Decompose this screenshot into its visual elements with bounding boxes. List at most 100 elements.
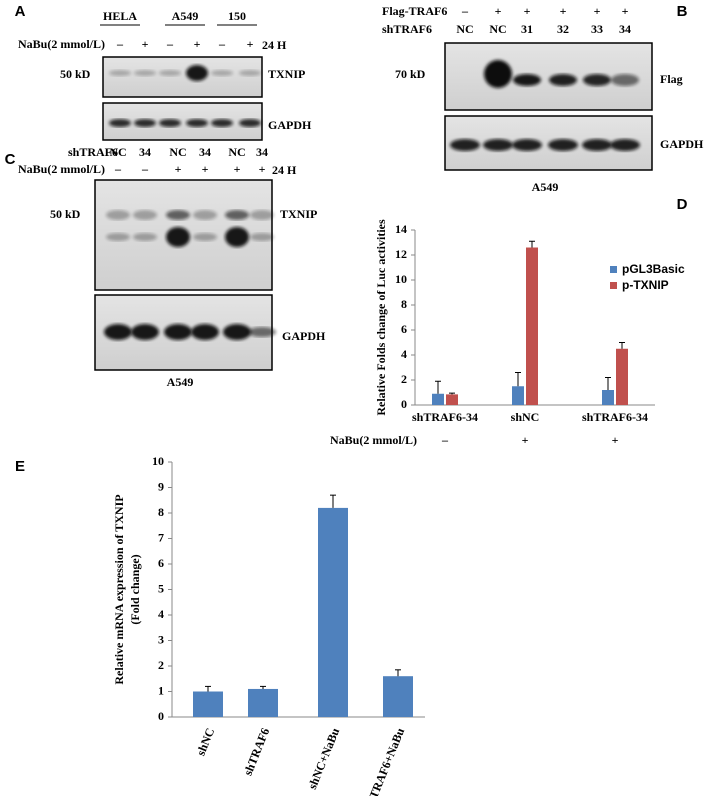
legend-swatch: [610, 282, 617, 289]
row-label: shTRAF6: [382, 22, 432, 36]
y-tick-label: 1: [158, 683, 164, 697]
sign: –: [114, 162, 122, 176]
x-tick-label: shNC: [511, 410, 540, 424]
x-tick-label: shNC+NaBu: [305, 726, 342, 792]
mw-marker: 50 kD: [50, 207, 81, 221]
panel-label: B: [677, 3, 688, 20]
legend-label: p-TXNIP: [622, 278, 669, 292]
error-bar: [605, 377, 611, 390]
error-bar: [619, 342, 625, 349]
y-tick-label: 8: [401, 297, 407, 311]
sign: +: [259, 162, 266, 176]
band: [134, 70, 156, 76]
y-tick-label: 4: [158, 607, 164, 621]
lane-label: 33: [591, 22, 603, 36]
y-tick-label: 5: [158, 581, 164, 595]
lane-label: 32: [557, 22, 569, 36]
sign: +: [522, 433, 529, 447]
band: [239, 119, 261, 127]
cell-line: 150: [228, 9, 246, 23]
sign: +: [194, 37, 201, 51]
band: [211, 119, 233, 127]
bar: [248, 688, 278, 717]
band: [610, 139, 640, 151]
bar: [602, 390, 614, 405]
band: [133, 210, 157, 220]
y-tick-label: 6: [158, 556, 164, 570]
band: [484, 60, 512, 88]
x-tick-label: shTRAF6+NaBu: [362, 726, 407, 796]
error-bar: [515, 372, 521, 387]
band: [193, 233, 217, 241]
y-tick-label: 14: [395, 222, 407, 236]
y-tick-label: 8: [158, 505, 164, 519]
y-tick-label: 6: [401, 322, 407, 336]
sign: +: [202, 162, 209, 176]
blot-label: GAPDH: [660, 137, 704, 151]
band: [549, 74, 577, 86]
y-tick-label: 12: [395, 247, 407, 261]
sign: +: [234, 162, 241, 176]
row-label: shTRAF6: [68, 145, 118, 159]
bar: [432, 393, 444, 405]
y-tick-label: 9: [158, 479, 164, 493]
band: [159, 119, 181, 127]
y-tick-label: 4: [401, 347, 407, 361]
panel-label: D: [677, 196, 688, 213]
row-label: NaBu(2 mmol/L): [330, 433, 417, 447]
band: [250, 233, 274, 241]
sign: +: [524, 4, 531, 18]
band: [164, 324, 192, 340]
lane-label: NC: [228, 145, 245, 159]
error-bar: [435, 380, 441, 394]
band: [512, 139, 542, 151]
cell-line: HELA: [103, 9, 137, 23]
band: [193, 210, 217, 220]
sign: +: [622, 4, 629, 18]
sign: +: [142, 37, 149, 51]
band: [582, 139, 612, 151]
band: [239, 70, 261, 76]
band: [186, 65, 208, 81]
band: [191, 324, 219, 340]
error-bar: [449, 392, 455, 395]
band: [225, 210, 249, 220]
band: [134, 119, 156, 127]
lane-label: NC: [489, 22, 506, 36]
band: [109, 119, 131, 127]
y-axis-label: Relative Folds change of Luc activities: [374, 219, 388, 416]
band: [131, 324, 159, 340]
band: [248, 327, 276, 337]
sign: +: [612, 433, 619, 447]
cell-line: A549: [167, 375, 194, 389]
band: [250, 210, 274, 220]
legend-swatch: [610, 266, 617, 273]
bar: [526, 247, 538, 405]
lane-label: 34: [256, 145, 268, 159]
band: [133, 233, 157, 241]
band: [104, 324, 132, 340]
row-label: Flag-TRAF6: [382, 4, 447, 18]
band: [450, 139, 480, 151]
sign: +: [594, 4, 601, 18]
lane-label: 31: [521, 22, 533, 36]
band: [211, 70, 233, 76]
y-axis-label: (Fold change): [128, 554, 142, 624]
cell-line: A549: [532, 180, 559, 194]
bar: [318, 507, 348, 717]
y-axis-label: Relative mRNA expression of TXNIP: [112, 494, 126, 684]
error-bar: [529, 240, 535, 248]
bar: [616, 348, 628, 405]
x-tick-label: shTRAF6: [241, 726, 273, 778]
blot-label: GAPDH: [282, 329, 326, 343]
bar: [383, 676, 413, 717]
lane-label: NC: [109, 145, 126, 159]
sign: –: [141, 162, 149, 176]
panel-label: E: [15, 458, 25, 475]
sign: –: [461, 4, 469, 18]
bar: [193, 691, 223, 717]
lane-label: NC: [456, 22, 473, 36]
time-label: 24 H: [272, 163, 297, 177]
blot-label: Flag: [660, 72, 683, 86]
